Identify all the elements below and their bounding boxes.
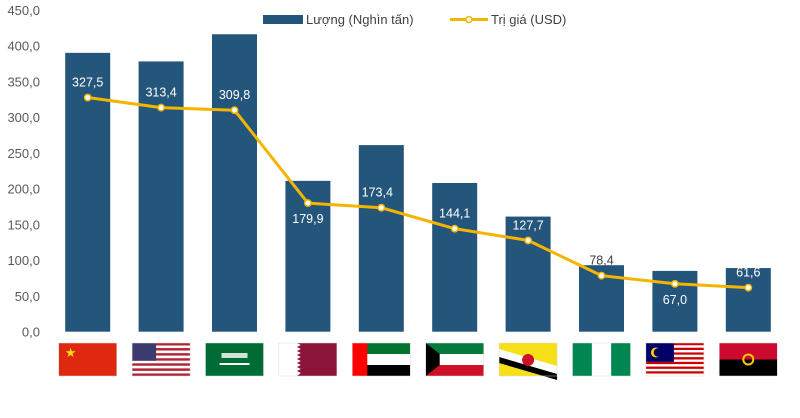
y-tick-label: 350,0 [7,74,40,89]
y-tick-label: 450,0 [7,3,40,18]
y-tick-label: 100,0 [7,253,40,268]
data-label: 179,9 [292,212,323,226]
bar [212,34,257,332]
line-point [377,203,386,212]
flag-nigeria-icon [572,342,631,377]
y-tick-label: 0,0 [22,325,40,340]
flag-malaysia-icon [645,342,705,377]
data-label: 127,7 [512,218,543,232]
flag-angola-icon [719,342,778,377]
y-tick-label: 150,0 [7,217,40,232]
legend-marker [465,15,473,24]
data-label: 144,1 [439,207,470,221]
flag-qatar-icon [278,342,338,377]
bar [725,268,771,332]
line-point [450,224,459,233]
y-tick-label: 250,0 [7,146,40,161]
y-tick-label: 400,0 [7,39,40,54]
line-point [524,236,533,245]
flag-china-icon: ★ [58,342,117,377]
data-label: 78,4 [589,254,613,268]
bar [358,145,404,332]
legend-label-line: Trị giá (USD) [491,12,566,27]
flag-brunei-icon [498,342,558,380]
y-tick-label: 200,0 [7,182,40,197]
line-series [87,96,749,290]
legend-label-bar: Lượng (Nghìn tấn) [306,12,414,27]
data-label: 61,6 [736,266,760,280]
line-point [230,106,239,115]
line-point [303,199,312,208]
line-point [597,271,606,280]
data-label: 327,5 [72,76,103,90]
flag-kuwait-icon [425,342,484,377]
y-tick-label: 50,0 [15,289,40,304]
line-point [157,103,166,112]
bar [505,216,551,332]
bar [138,61,184,332]
data-label: 67,0 [663,293,687,307]
svg-text:★: ★ [65,345,77,360]
y-tick-label: 300,0 [7,110,40,125]
flag-uae-icon [352,342,411,377]
data-label: 313,4 [145,86,176,100]
bar [432,182,478,332]
line-point [83,93,92,102]
flag-saudi-arabia-icon [205,342,264,377]
data-label: 309,8 [219,88,250,102]
legend-bar-swatch [263,15,303,24]
line-point [744,283,753,292]
line-point [670,279,679,288]
flag-usa-icon [131,342,191,377]
data-label: 173,4 [362,186,393,200]
